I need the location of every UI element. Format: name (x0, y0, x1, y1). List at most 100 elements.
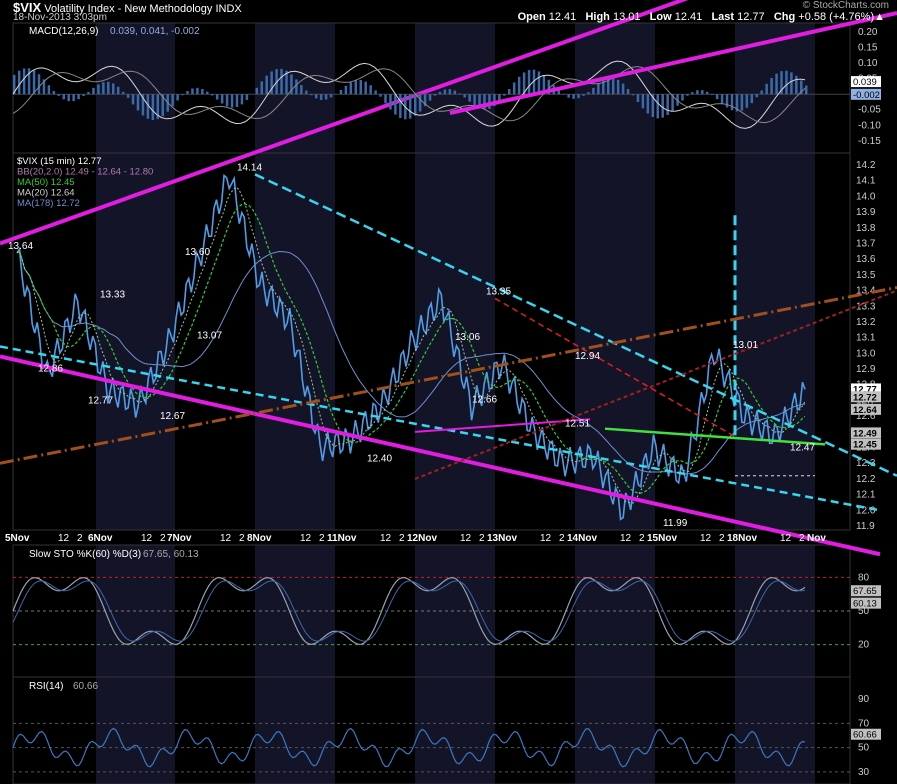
session-band (415, 677, 495, 784)
macd-histogram-bar (775, 73, 778, 95)
x-axis-label: 12 (540, 533, 552, 544)
macd-histogram-bar (161, 94, 164, 117)
price-y-tick: 13.9 (856, 207, 876, 218)
price-tag: 12.49 (853, 428, 877, 439)
macd-y-tick: -0.05 (858, 105, 881, 116)
x-axis-label: 13Nov (487, 533, 517, 544)
macd-histogram-bar (765, 83, 768, 95)
macd-histogram-bar (344, 85, 348, 95)
macd-histogram-bar (27, 68, 31, 95)
macd-histogram-bar (488, 94, 491, 109)
exchange: INDX (215, 3, 242, 15)
macd-y-tick: -0.10 (858, 120, 881, 131)
macd-histogram-bar (666, 94, 669, 116)
macd-histogram-bar (354, 80, 358, 95)
macd-y-tick: 0.20 (858, 27, 878, 38)
macd-histogram-bar (512, 82, 516, 95)
session-band (255, 153, 335, 530)
rsi-legend-values: 60.66 (73, 681, 98, 692)
price-annotation: 13.01 (733, 340, 758, 351)
rsi-legend: RSI(14) (29, 681, 63, 692)
open-label: Open (517, 11, 546, 23)
sto-d-line (12, 580, 806, 642)
price-legend-item: MA(20) 12.64 (17, 188, 75, 199)
session-band (735, 153, 815, 530)
macd-histogram-bar (740, 94, 744, 111)
macd-histogram-bar (235, 94, 239, 107)
macd-histogram-bar (478, 94, 481, 109)
macd-hist-tag: -0.002 (853, 90, 880, 101)
macd-histogram-bar (517, 76, 521, 95)
macd-histogram-bar (597, 83, 600, 95)
lower-trendline (0, 354, 881, 557)
macd-histogram-bar (369, 85, 372, 95)
macd-legend: MACD(12,26,9) (29, 26, 98, 37)
price-legend-item: BB(20,2.0) 12.49 - 12.64 - 12.80 (17, 167, 153, 178)
macd-histogram-bar (483, 94, 486, 110)
price-y-tick: 11.9 (856, 521, 875, 532)
macd-histogram-bar (57, 94, 61, 96)
price-annotation: 11.99 (663, 518, 688, 529)
macd-histogram-bar (245, 94, 249, 100)
macd-histogram-bar (191, 88, 194, 95)
macd-histogram-bar (498, 94, 501, 102)
macd-histogram-bar (720, 94, 724, 104)
macd-legend-values: 0.039, 0.041, -0.002 (110, 26, 200, 37)
lower-cyan-trendline (0, 345, 881, 512)
sto-k-line (12, 576, 806, 646)
macd-histogram-bar (97, 84, 100, 95)
session-band (735, 677, 815, 784)
session-band (96, 677, 175, 784)
price-y-tick: 13.4 (856, 286, 876, 297)
macd-histogram-bar (522, 72, 526, 95)
price-annotation: 12.86 (38, 363, 63, 374)
sto-tag-bg (851, 585, 881, 597)
price-y-tick: 13.3 (856, 301, 876, 312)
macd-signal-line (12, 66, 806, 124)
price-tag-bg (851, 427, 881, 439)
macd-histogram-bar (364, 81, 367, 95)
macd-histogram-bar (305, 90, 308, 95)
price-legend-item: MA(50) 12.45 (17, 177, 75, 188)
macd-histogram-bar (735, 94, 739, 112)
macd-histogram-bar (399, 94, 402, 118)
macd-histogram-bar (92, 87, 95, 95)
macd-histogram-bar (409, 94, 412, 119)
price-y-tick: 12.1 (856, 490, 876, 501)
x-axis-label: 2 (399, 533, 405, 544)
brown-channel-line (0, 285, 897, 465)
sto-tag-bg (851, 597, 881, 609)
macd-histogram-bar (661, 94, 664, 118)
ma178-line (16, 250, 805, 475)
macd-histogram-bar (201, 88, 204, 95)
price-y-tick: 13.6 (856, 254, 876, 265)
x-axis-label: 12 (141, 533, 153, 544)
rsi-line (12, 727, 806, 768)
price-tag: 12.45 (853, 440, 877, 451)
x-axis-label: 12 (700, 533, 712, 544)
low-value: 12.41 (674, 11, 703, 23)
x-axis-label: 2 (160, 533, 166, 544)
macd-histogram-bar (324, 94, 328, 100)
rsi-tag: 60.66 (853, 730, 877, 741)
sto-y-tick: 20 (858, 640, 870, 651)
x-axis-label: 12 (780, 533, 792, 544)
macd-histogram-bar (567, 94, 570, 98)
rsi-y-tick: 50 (858, 743, 870, 754)
macd-histogram-bar (72, 94, 75, 102)
x-axis-label: 12 (460, 533, 472, 544)
x-axis-label: 12 (58, 533, 70, 544)
price-y-tick: 13.8 (856, 223, 876, 234)
macd-histogram-bar (314, 94, 318, 99)
macd-histogram-bar (295, 79, 298, 95)
price-y-tick: 12.6 (856, 411, 876, 422)
symbol: $VIX (13, 0, 42, 15)
macd-histogram-bar (285, 70, 288, 95)
price-annotation: 12.47 (790, 443, 815, 454)
x-axis-label: 14Nov (567, 533, 597, 544)
price-tag: 12.64 (853, 405, 877, 416)
macd-histogram-bar (691, 92, 694, 95)
macd-histogram-bar (52, 90, 56, 95)
price-tag-bg (851, 383, 881, 395)
x-axis-label: 2 (479, 533, 485, 544)
